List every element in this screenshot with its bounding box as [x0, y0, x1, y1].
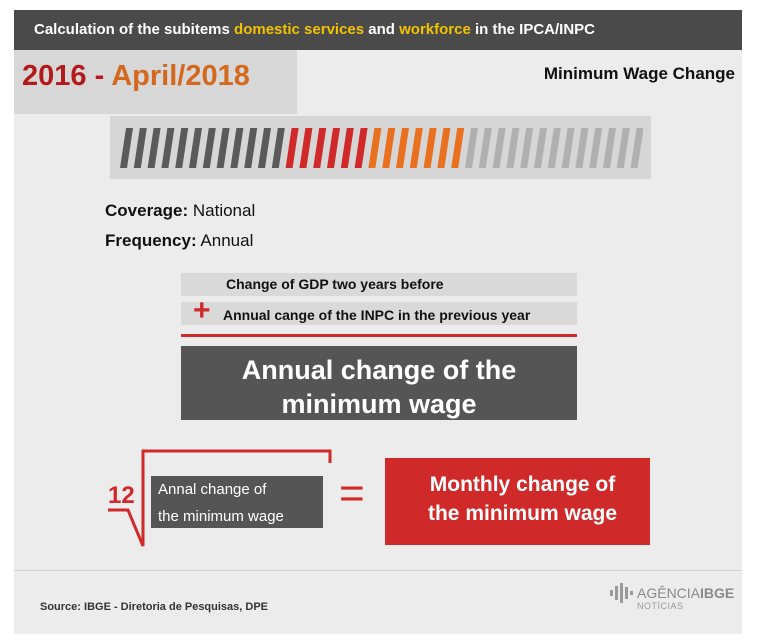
annual-result-line2: minimum wage	[281, 389, 477, 419]
stripe-segment	[451, 128, 465, 168]
stripe-segment	[216, 128, 230, 168]
root-index: 12	[108, 482, 135, 509]
stripe-segment	[244, 128, 258, 168]
root-inner-text: Annal change of the minimum wage	[158, 476, 318, 530]
period-title: 2016 - April/2018	[22, 60, 250, 93]
annual-result-line1: Annual change of the	[241, 355, 517, 385]
logo-brand-bold: IBGE	[700, 585, 735, 601]
stripe-segment	[133, 128, 147, 168]
root-inner-line1: Annal change of	[158, 481, 267, 498]
stripe-segment	[120, 128, 133, 168]
stripe-segment	[409, 128, 423, 168]
header-term-domestic-services: domestic services	[234, 21, 365, 38]
header-suffix: in the IPCA/INPC	[470, 21, 596, 38]
inpc-term-box	[181, 302, 577, 325]
gdp-term-box	[181, 273, 577, 296]
stripe-segment	[230, 128, 244, 168]
stripe-segment	[382, 128, 396, 168]
period-start: 2016	[22, 60, 87, 92]
gdp-term-text: Change of GDP two years before	[226, 276, 444, 292]
annual-result-box	[181, 346, 577, 420]
stripe-segment	[520, 128, 534, 168]
monthly-result-line2: the minimum wage	[427, 502, 618, 525]
stripe-segment	[506, 128, 520, 168]
ibge-logo-icon	[610, 583, 633, 603]
stripe-segment	[630, 128, 643, 168]
monthly-result-text: Monthly change of the minimum wage	[385, 470, 650, 528]
coverage-line: Coverage: National	[105, 201, 255, 221]
stripe-segment	[258, 128, 271, 168]
monthly-result-box	[385, 458, 650, 545]
coverage-value: National	[188, 201, 256, 220]
period-separator: -	[86, 60, 112, 92]
stripe-segment	[616, 128, 630, 168]
period-box	[14, 50, 297, 114]
equals-sign: =	[339, 469, 365, 518]
stripe-segment	[354, 128, 368, 168]
stripe-segment	[147, 128, 161, 168]
root-inner-line2: the minimum wage	[158, 508, 284, 525]
header-term-workforce: workforce	[399, 21, 471, 38]
stripe-segment	[327, 128, 340, 168]
stripe-segment	[285, 128, 299, 168]
coverage-label: Coverage:	[105, 201, 189, 220]
stripe-segment	[534, 128, 547, 168]
header-bar: Calculation of the subitems domestic ser…	[14, 10, 742, 50]
logo-subtitle: NOTÍCIAS	[637, 601, 684, 611]
logo-brand-text: AGÊNCIA	[637, 585, 701, 601]
stripe-segment	[561, 128, 575, 168]
sum-rule	[181, 334, 577, 337]
stripe-segment	[423, 128, 437, 168]
stripe-segment	[189, 128, 202, 168]
frequency-line: Frequency: Annual	[105, 231, 253, 251]
inpc-term-text: Annual cange of the INPC in the previous…	[223, 307, 531, 323]
stripe-segment	[299, 128, 313, 168]
stripe-segment	[313, 128, 327, 168]
stripe-bar-container	[110, 116, 651, 179]
stripe-segment	[437, 128, 451, 168]
logo-brand: AGÊNCIAIBGE	[637, 585, 734, 601]
header-prefix: Calculation of the subitems	[34, 21, 235, 38]
wage-title: Minimum Wage Change	[543, 64, 735, 83]
header-and: and	[364, 21, 400, 38]
stripe-segment	[589, 128, 603, 168]
stripe-segment	[575, 128, 589, 168]
root-inner-box	[151, 476, 323, 528]
plus-sign: +	[193, 294, 211, 327]
footer-divider	[14, 570, 742, 571]
period-end: April/2018	[111, 60, 250, 92]
stripe-segment	[603, 128, 616, 168]
monthly-result-line1: Monthly change of	[429, 473, 616, 496]
stripe-segment	[202, 128, 216, 168]
source-note: Source: IBGE - Diretoria de Pesquisas, D…	[40, 601, 269, 613]
stripe-segment	[271, 128, 285, 168]
frequency-value: Annual	[196, 231, 254, 250]
stripe-bar-icon	[120, 128, 643, 168]
stripe-segment	[492, 128, 506, 168]
stripe-segment	[175, 128, 189, 168]
stripe-segment	[368, 128, 382, 168]
annual-result-text: Annual change of the minimum wage	[181, 353, 577, 421]
stripe-segment	[396, 128, 409, 168]
stripe-segment	[465, 128, 478, 168]
frequency-label: Frequency:	[105, 231, 197, 250]
stripe-segment	[161, 128, 175, 168]
stripe-segment	[340, 128, 354, 168]
stripe-segment	[478, 128, 492, 168]
stripe-segment	[547, 128, 561, 168]
